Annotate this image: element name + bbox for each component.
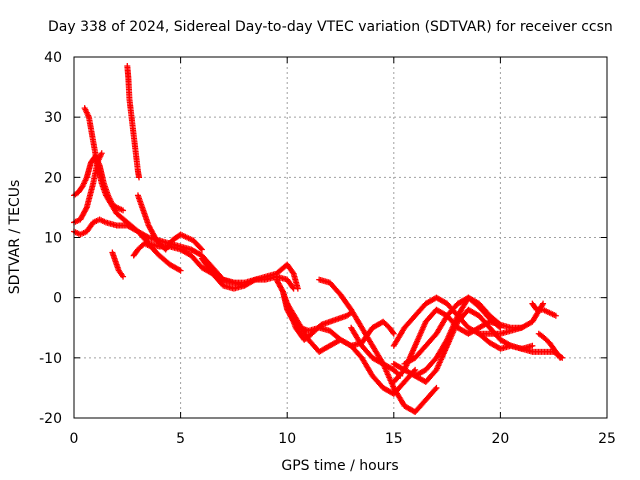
series-track-7 xyxy=(134,192,205,253)
series-track-6 xyxy=(124,63,143,181)
x-tick-label: 0 xyxy=(70,431,79,447)
y-tick-label: -10 xyxy=(39,351,62,367)
series-track-19 xyxy=(412,306,536,385)
y-ticks: -20 -10 0 10 20 30 40 xyxy=(39,50,607,427)
series-track-2 xyxy=(71,153,127,214)
data-point xyxy=(177,267,184,274)
series-track-9 xyxy=(198,255,301,292)
series-track-18 xyxy=(401,294,504,367)
x-tick-label: 25 xyxy=(598,431,616,447)
x-tick-label: 5 xyxy=(176,431,185,447)
data-point xyxy=(136,174,143,181)
data-point xyxy=(289,269,296,276)
data-point xyxy=(432,386,439,393)
data-point xyxy=(176,266,183,273)
series-track-8 xyxy=(130,240,184,274)
series-track-12 xyxy=(284,300,419,397)
data-point xyxy=(412,366,419,373)
data-point xyxy=(497,324,504,331)
data-point xyxy=(390,330,397,337)
y-tick-label: -20 xyxy=(39,411,62,427)
x-tick-label: 15 xyxy=(385,431,403,447)
data-point xyxy=(197,245,204,252)
y-axis-label: SDTVAR / TECUs xyxy=(7,180,23,295)
chart-title: Day 338 of 2024, Sidereal Day-to-day VTE… xyxy=(48,19,613,35)
data-point xyxy=(389,329,396,336)
data-point xyxy=(540,300,547,307)
x-tick-label: 20 xyxy=(491,431,509,447)
y-tick-label: 20 xyxy=(44,170,62,186)
data-point xyxy=(557,354,564,361)
y-tick-label: 30 xyxy=(44,110,62,126)
y-tick-label: 40 xyxy=(44,50,62,66)
x-axis-label: GPS time / hours xyxy=(281,458,398,474)
data-point xyxy=(250,277,257,284)
data-point xyxy=(120,273,127,280)
x-ticks: 0 5 10 15 20 25 xyxy=(70,57,616,447)
data-point xyxy=(198,246,205,253)
y-tick-label: 10 xyxy=(44,231,62,247)
series-track-14 xyxy=(348,324,404,379)
series-track-21 xyxy=(535,330,564,361)
marks-layer xyxy=(71,63,566,415)
x-tick-label: 10 xyxy=(278,431,296,447)
data-point xyxy=(98,150,105,157)
data-point xyxy=(294,285,301,292)
data-point xyxy=(120,207,127,214)
data-point xyxy=(496,323,503,330)
data-point xyxy=(529,342,536,349)
data-point xyxy=(552,312,559,319)
data-point xyxy=(556,353,563,360)
y-tick-label: 0 xyxy=(53,291,62,307)
data-point xyxy=(83,205,90,212)
series-track-22 xyxy=(529,300,559,319)
series-track-5 xyxy=(109,249,127,280)
data-point xyxy=(279,287,286,294)
series-track-3 xyxy=(71,216,248,289)
data-point xyxy=(433,384,440,391)
